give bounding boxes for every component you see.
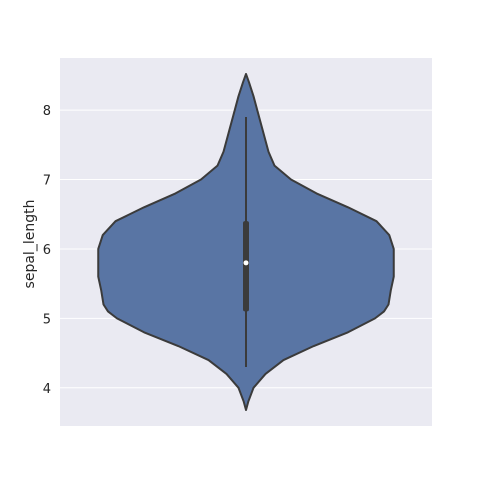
y-tick-labels: 4 5 6 7 8 (43, 104, 51, 397)
y-tick-label: 7 (43, 174, 51, 189)
y-tick-label: 8 (43, 104, 51, 119)
violin-median-dot (243, 260, 249, 266)
y-tick-label: 5 (43, 312, 51, 327)
violin-layer (97, 72, 395, 412)
y-tick-label: 6 (43, 243, 51, 258)
y-tick-label: 4 (43, 382, 51, 397)
y-axis-label: sepal_length (22, 200, 38, 289)
violin-iqr-box (243, 221, 249, 312)
